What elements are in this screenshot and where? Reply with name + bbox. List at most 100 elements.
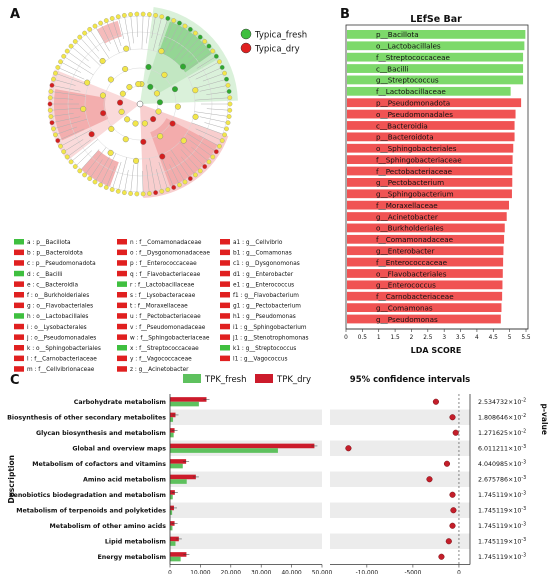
taxon-swatch [220,260,230,266]
leaf-node [128,191,133,196]
leaf-node [47,107,53,113]
p-exponent: -3 [521,491,526,497]
leaf-node [171,185,177,190]
legend-TPK_dry-label: TPK_dry [276,375,311,385]
leaf-node [206,159,212,165]
taxon-swatch [220,355,230,362]
taxon-swatch [14,355,24,362]
inner-node [161,71,168,78]
branch [141,14,144,50]
ci-point [450,507,457,514]
branch [177,29,191,49]
lefse-bar-g__Comamonas [347,303,502,313]
taxon-swatch [117,249,127,256]
lefse-tick-label: 4 [475,335,479,341]
taxon-swatch [14,334,24,340]
branch [199,116,229,123]
taxon-label: b1 : g__Comamonas [233,251,292,257]
leaf-node [64,154,70,160]
legend-fresh-label: Typica_fresh [254,31,307,41]
leaf-node [87,27,93,32]
inner-node [157,133,164,140]
leaf-node [153,190,158,195]
lefse-bar-g__Streptococcus [347,75,524,85]
leaf-node [202,164,208,169]
inner-node [124,116,131,123]
mean-tick-label: 30,000 [251,571,272,574]
leaf-node [187,176,193,181]
bar-fresh [170,525,173,531]
taxon-swatch [220,302,230,309]
lefse-bar-g__Pseudomonas [347,314,501,324]
branch [84,147,107,176]
taxon-swatch [14,281,24,287]
branch [50,113,74,117]
lefse-tick-label: 0 [344,335,348,341]
branch [206,91,230,95]
category-label: Metabolism of terpenoids and polyketides [16,508,166,515]
leaf-node [64,48,70,54]
branch [194,97,230,101]
branch [89,159,103,179]
lefse-tick-label: 0.5 [358,335,368,341]
leaf-node [53,132,58,138]
lefse-x-label: LDA SCORE [411,346,462,355]
leaf-node [122,190,127,195]
branch [153,16,163,51]
taxon-label: i : o__Lysobacterales [27,325,87,331]
inner-node [156,99,163,106]
lefse-bar-label: o__Flavobacteriales [376,269,447,278]
taxon-swatch [14,260,24,266]
lefse-tick-label: 5 [508,335,512,341]
branch [149,158,156,193]
bar-fresh [170,448,278,453]
lefse-bar-label: f__Moraxellaceae [376,201,438,210]
row-stripe [330,502,470,518]
branch [53,118,88,130]
legend-fresh-marker [240,28,252,40]
leaf-node [210,154,216,160]
branch [173,32,196,61]
branch [70,45,89,62]
leaf-node [224,126,229,132]
branch [206,108,230,111]
lefse-tick-label: 4.5 [489,335,499,341]
branch [84,32,99,52]
lefse-bar-label: g__Comamonas [376,303,433,312]
leaf-node [61,53,67,59]
taxon-swatch [220,292,230,298]
inner-node [84,79,91,86]
taxon-label: p : f__Enterococcaceae [130,261,197,267]
leaf-node [82,30,87,36]
lefse-bar-chart: LEfSe Bar p__Bacillota o__Lactobacillalesf… [344,14,531,355]
branch [199,85,229,92]
branch [106,20,120,54]
lefse-title: LEfSe Bar [410,14,462,25]
panel-b-label: B [340,7,350,22]
taxon-label: a1 : g__Cellvibrio [233,240,283,246]
taxon-swatch [220,323,230,330]
row-stripe [170,533,322,549]
branch [79,149,100,172]
inner-node [100,110,107,117]
taxon-swatch [117,366,127,372]
lefse-bar-g__Enterobacter [347,246,504,256]
lefse-bar-p__Pseudomonadota [347,98,522,108]
branch [195,128,223,141]
p-exponent: -2 [521,413,526,419]
ci-tick-label: -5000 [404,571,421,574]
branch [188,61,220,79]
row-stripe [330,409,470,425]
leaf-node [171,18,177,23]
bar-dry [170,397,207,402]
inner-node [180,137,187,144]
lefse-bar-label: f__Lactobacillaceae [376,87,446,96]
taxon-swatch [14,249,24,256]
leaf-node [53,70,58,76]
leaf-node [51,76,56,82]
leaf-node [219,138,225,143]
p-exponent: -3 [521,444,526,450]
taxon-label: f : o__Burkholderiales [27,293,89,299]
row-stripe [170,471,322,487]
